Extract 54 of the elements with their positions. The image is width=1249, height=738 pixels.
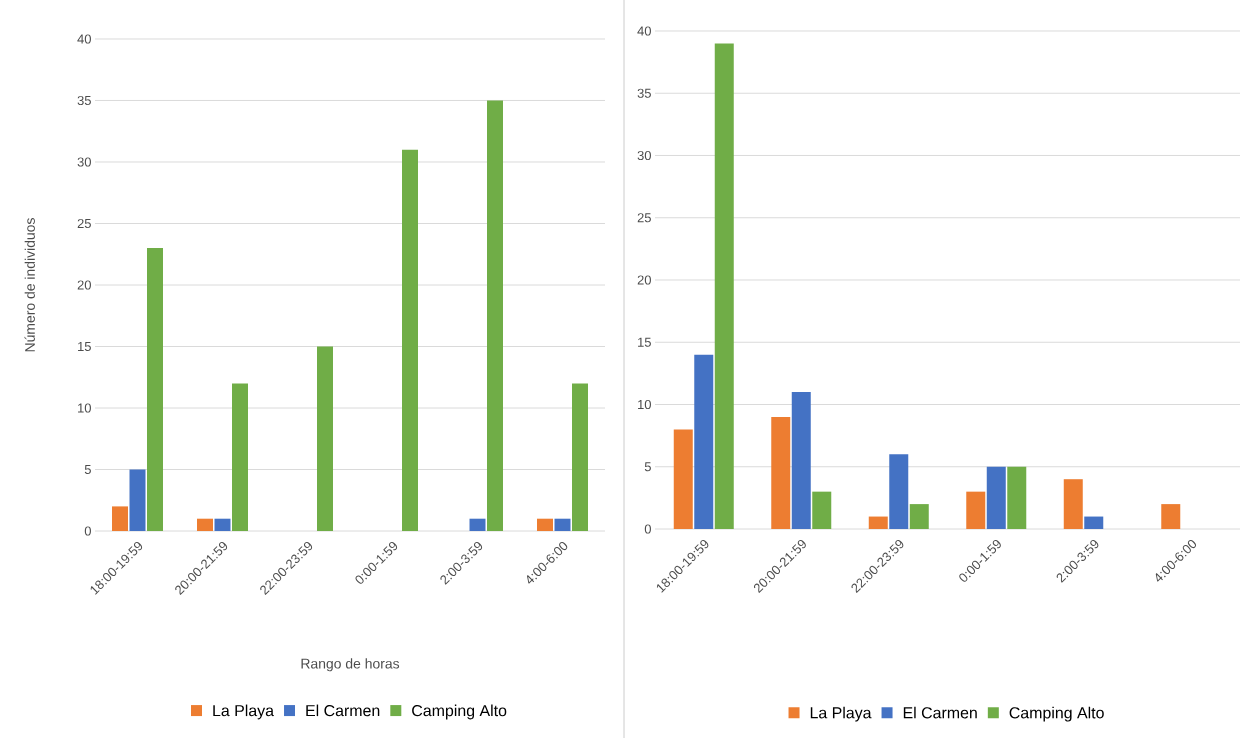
legend-label: La Playa bbox=[213, 704, 275, 720]
bar bbox=[1007, 466, 1027, 529]
legend-label: El Carmen bbox=[903, 706, 977, 719]
y-tick-label: 0 bbox=[84, 526, 91, 536]
y-tick-label: 40 bbox=[637, 26, 651, 36]
bar bbox=[1161, 504, 1181, 529]
bar bbox=[537, 518, 553, 531]
y-tick-label: 40 bbox=[77, 34, 91, 44]
bar bbox=[1063, 479, 1083, 529]
legend-label: El Carmen bbox=[306, 704, 380, 717]
y-tick-label: 20 bbox=[637, 275, 651, 285]
bar bbox=[487, 100, 503, 531]
bar bbox=[673, 429, 693, 529]
bar bbox=[966, 491, 986, 529]
bar bbox=[1084, 516, 1104, 529]
legend-label: Camping Alto bbox=[1009, 706, 1104, 722]
bar bbox=[791, 392, 811, 529]
y-tick-label: 35 bbox=[77, 95, 91, 106]
bar bbox=[986, 466, 1006, 529]
y-tick-label: 15 bbox=[78, 341, 91, 352]
bar bbox=[147, 248, 163, 531]
y-tick-label: 30 bbox=[637, 150, 651, 161]
y-tick-label: 5 bbox=[84, 464, 91, 475]
bar bbox=[812, 491, 832, 529]
bar bbox=[554, 518, 571, 531]
legend-label: Camping Alto bbox=[412, 704, 507, 720]
y-tick-label: 15 bbox=[638, 337, 651, 347]
bar bbox=[112, 506, 128, 531]
y-tick-label: 5 bbox=[644, 462, 651, 472]
bar bbox=[889, 454, 909, 529]
y-axis-title: Número de individuos bbox=[24, 218, 35, 352]
y-tick-label: 25 bbox=[637, 213, 651, 223]
bar bbox=[197, 518, 213, 531]
bar bbox=[868, 516, 888, 529]
bar bbox=[572, 383, 588, 531]
bar bbox=[129, 469, 146, 531]
legend-label: La Playa bbox=[810, 706, 872, 722]
y-tick-label: 25 bbox=[77, 218, 91, 229]
x-axis-title: Rango de horas bbox=[301, 658, 400, 672]
y-tick-label: 20 bbox=[77, 280, 91, 290]
bar bbox=[317, 346, 333, 531]
bar bbox=[214, 518, 231, 531]
y-tick-label: 35 bbox=[637, 88, 651, 98]
bar bbox=[771, 416, 791, 529]
bar bbox=[909, 504, 929, 529]
bar bbox=[469, 518, 486, 531]
bar bbox=[694, 354, 714, 529]
y-tick-label: 10 bbox=[638, 399, 651, 410]
y-tick-label: 10 bbox=[78, 403, 91, 413]
bar bbox=[402, 149, 418, 531]
y-tick-label: 0 bbox=[644, 524, 651, 534]
bar bbox=[714, 43, 734, 529]
bar bbox=[232, 383, 248, 531]
y-tick-label: 30 bbox=[77, 157, 91, 167]
